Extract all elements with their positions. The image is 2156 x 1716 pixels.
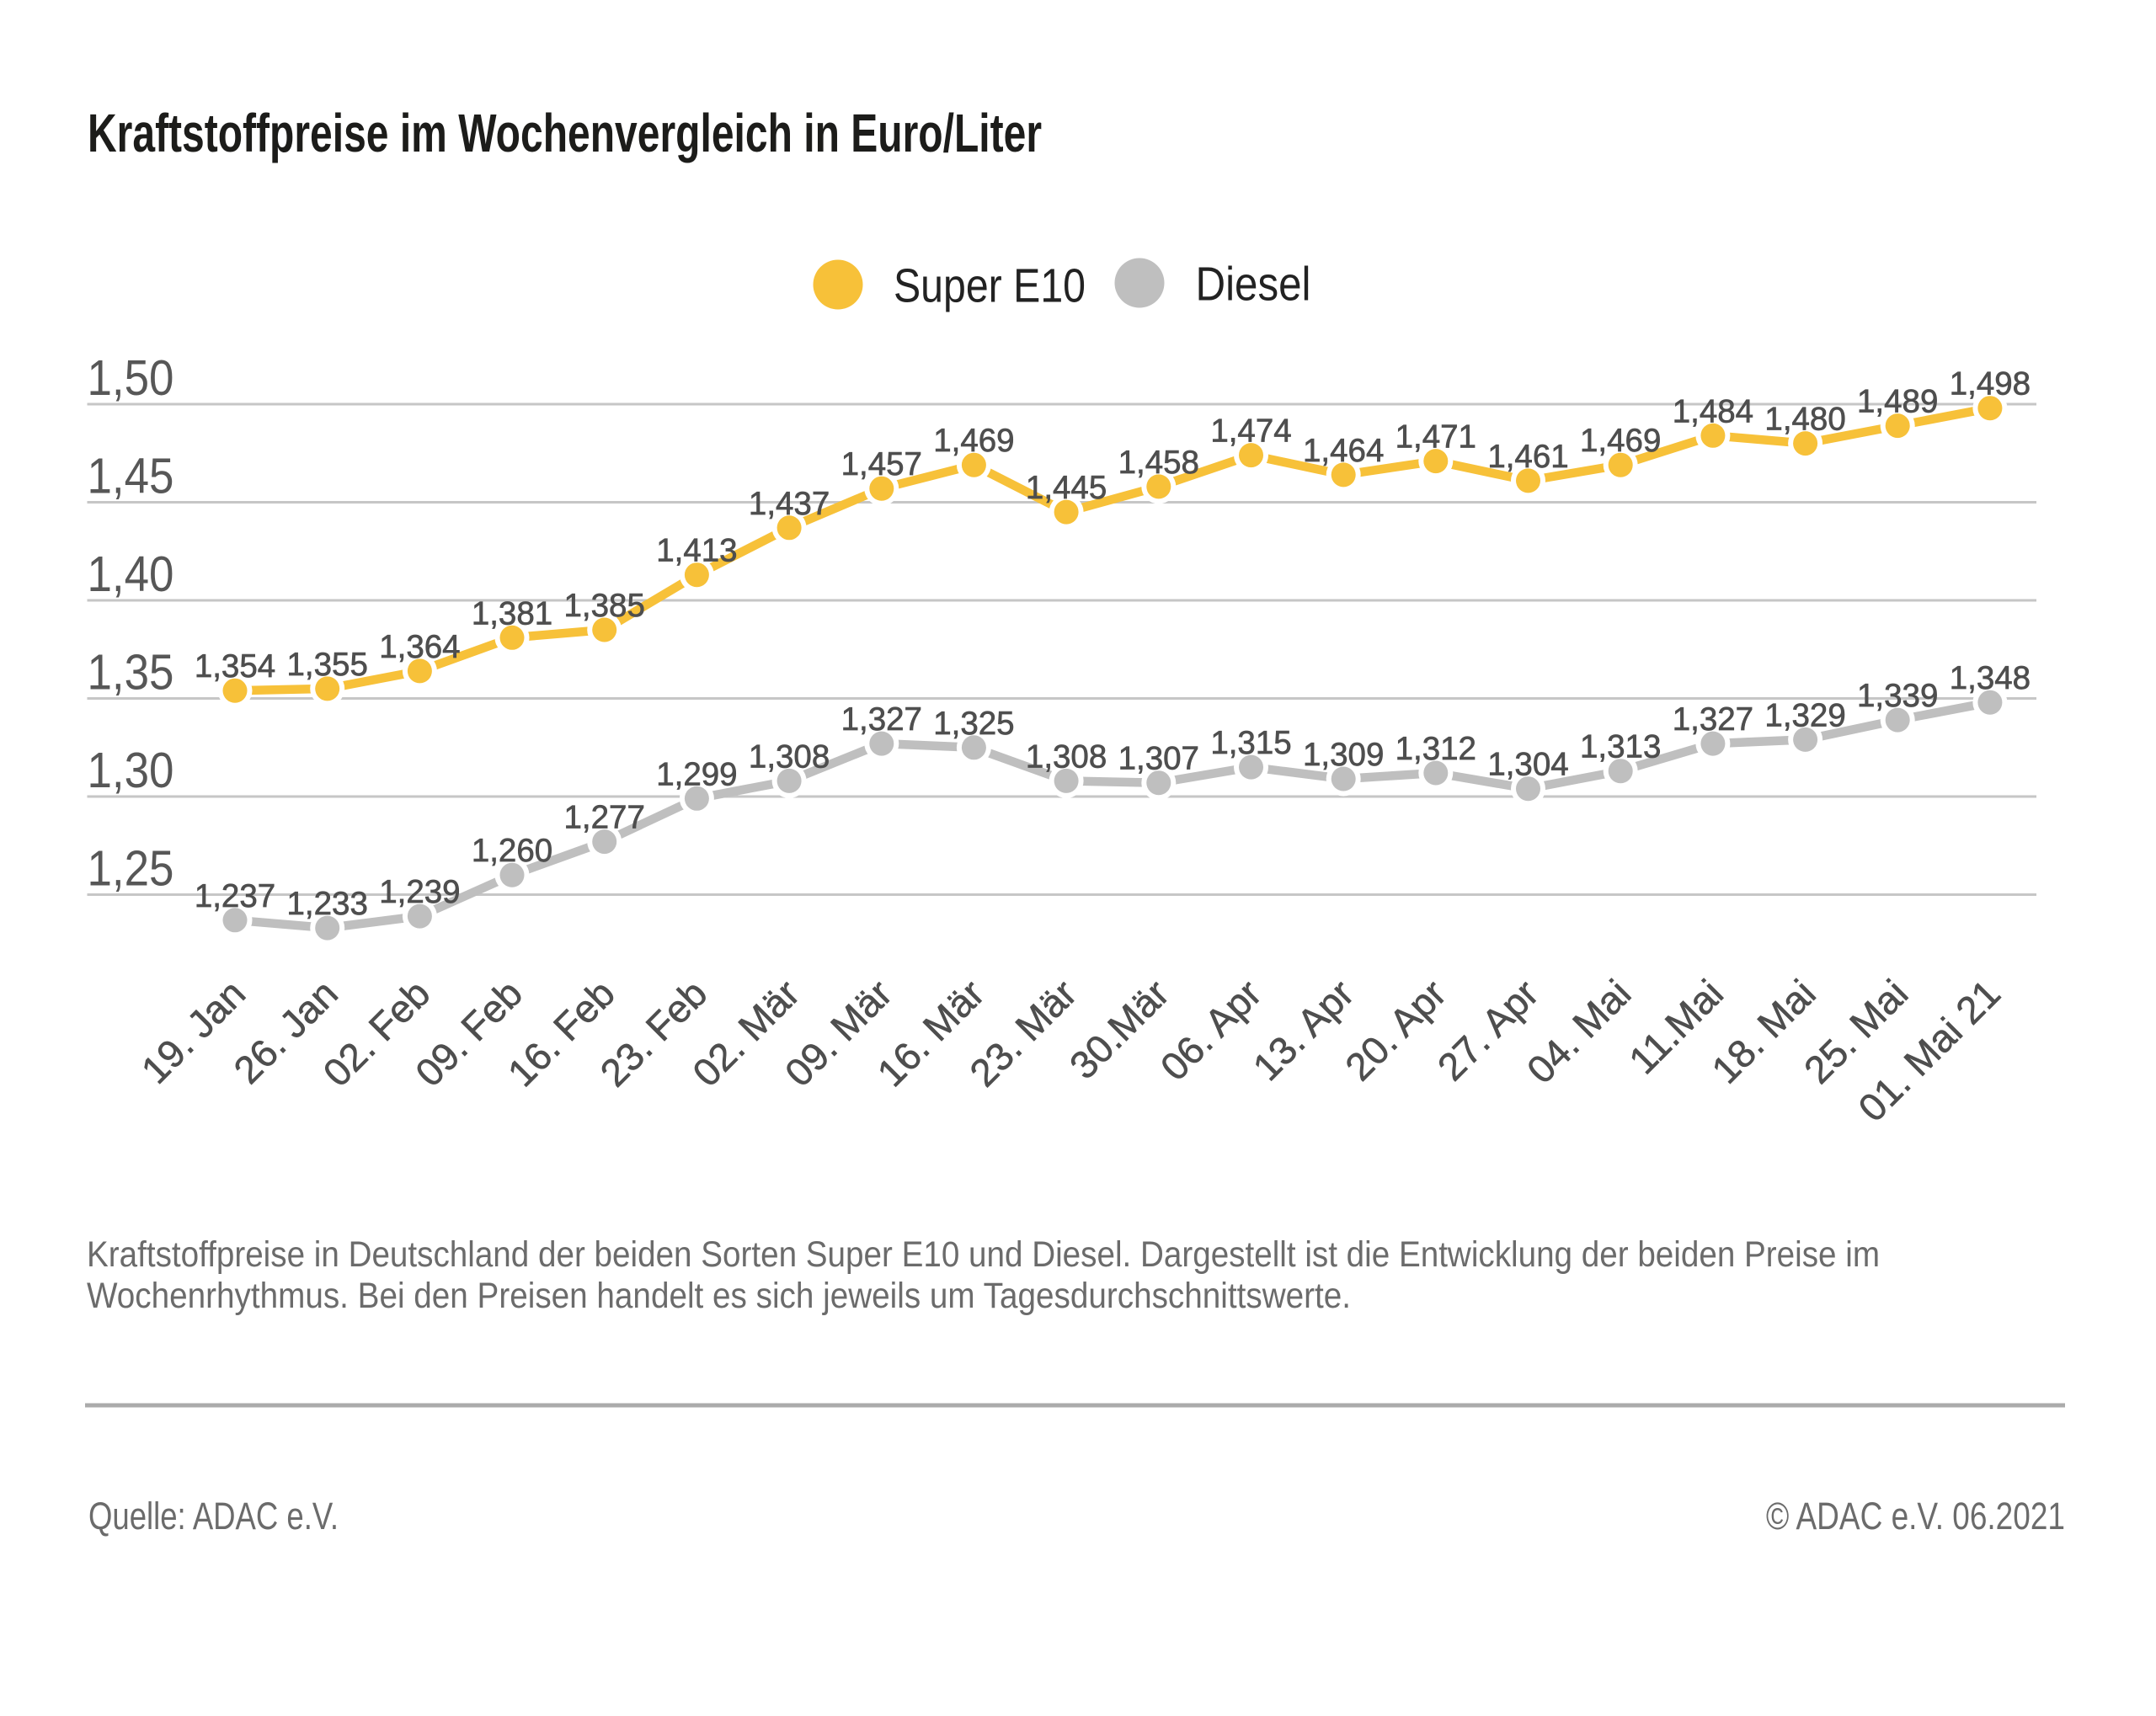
svg-text:Super E10: Super E10 — [894, 259, 1086, 313]
svg-text:Kraftstoffpreise im Wochenverg: Kraftstoffpreise im Wochenvergleich in E… — [88, 103, 1042, 163]
svg-text:1,458: 1,458 — [1118, 445, 1199, 481]
svg-text:1,471: 1,471 — [1396, 419, 1476, 456]
svg-text:20. Apr: 20. Apr — [1337, 971, 1454, 1089]
svg-text:19. Jan: 19. Jan — [133, 971, 253, 1091]
svg-text:1,277: 1,277 — [564, 800, 645, 836]
svg-text:1,329: 1,329 — [1764, 697, 1845, 733]
svg-text:1,464: 1,464 — [1303, 433, 1384, 469]
svg-text:1,457: 1,457 — [841, 446, 922, 482]
svg-text:1,312: 1,312 — [1396, 731, 1476, 767]
svg-text:1,239: 1,239 — [379, 874, 460, 910]
svg-text:1,445: 1,445 — [1026, 470, 1107, 506]
svg-text:1,469: 1,469 — [933, 423, 1014, 459]
svg-text:1,260: 1,260 — [472, 833, 552, 869]
svg-text:1,413: 1,413 — [656, 533, 737, 569]
svg-text:1,354: 1,354 — [195, 648, 275, 685]
svg-text:1,237: 1,237 — [195, 878, 275, 914]
svg-text:1,355: 1,355 — [287, 647, 368, 683]
svg-text:1,40: 1,40 — [88, 546, 174, 602]
svg-text:© ADAC e.V. 06.2021: © ADAC e.V. 06.2021 — [1766, 1495, 2065, 1537]
svg-text:1,381: 1,381 — [472, 595, 552, 632]
svg-text:1,385: 1,385 — [564, 588, 645, 624]
svg-text:04. Mai: 04. Mai — [1518, 971, 1639, 1091]
svg-text:1,474: 1,474 — [1210, 413, 1291, 450]
svg-text:1,315: 1,315 — [1210, 725, 1291, 761]
svg-text:1,348: 1,348 — [1950, 660, 2031, 696]
svg-text:1,489: 1,489 — [1857, 384, 1938, 420]
svg-text:1,327: 1,327 — [841, 701, 922, 738]
svg-text:1,339: 1,339 — [1857, 678, 1938, 714]
svg-text:1,304: 1,304 — [1487, 747, 1568, 783]
svg-text:1,313: 1,313 — [1580, 729, 1661, 765]
svg-text:06. Apr: 06. Apr — [1152, 971, 1270, 1089]
svg-text:30.Mär: 30.Mär — [1061, 971, 1177, 1087]
svg-text:Kraftstoffpreise in Deutschlan: Kraftstoffpreise in Deutschland der beid… — [87, 1234, 1880, 1275]
svg-text:1,498: 1,498 — [1950, 366, 2031, 402]
svg-text:Diesel: Diesel — [1196, 258, 1311, 312]
svg-text:1,35: 1,35 — [88, 645, 174, 701]
svg-text:Quelle: ADAC e.V.: Quelle: ADAC e.V. — [88, 1495, 339, 1537]
svg-text:Wochenrhythmus. Bei den Preise: Wochenrhythmus. Bei den Preisen handelt … — [87, 1276, 1351, 1316]
svg-text:1,233: 1,233 — [287, 886, 368, 922]
svg-text:1,30: 1,30 — [88, 743, 174, 798]
svg-text:1,299: 1,299 — [656, 756, 737, 792]
svg-text:1,50: 1,50 — [88, 350, 174, 406]
svg-text:1,307: 1,307 — [1118, 741, 1199, 777]
svg-text:1,480: 1,480 — [1764, 402, 1845, 438]
svg-text:1,325: 1,325 — [933, 706, 1014, 742]
svg-text:1,309: 1,309 — [1303, 737, 1384, 773]
svg-text:1,484: 1,484 — [1673, 393, 1753, 429]
svg-text:1,327: 1,327 — [1673, 701, 1753, 738]
svg-text:1,25: 1,25 — [88, 841, 174, 897]
svg-text:1,45: 1,45 — [88, 449, 174, 504]
svg-text:1,437: 1,437 — [749, 486, 830, 522]
svg-text:1,308: 1,308 — [1026, 738, 1107, 775]
svg-text:13. Apr: 13. Apr — [1244, 971, 1362, 1089]
svg-text:1,461: 1,461 — [1487, 439, 1568, 475]
svg-text:18. Mai: 18. Mai — [1703, 971, 1823, 1091]
svg-text:1,364: 1,364 — [379, 629, 460, 665]
svg-text:1,308: 1,308 — [749, 738, 830, 775]
svg-text:1,469: 1,469 — [1580, 423, 1661, 459]
